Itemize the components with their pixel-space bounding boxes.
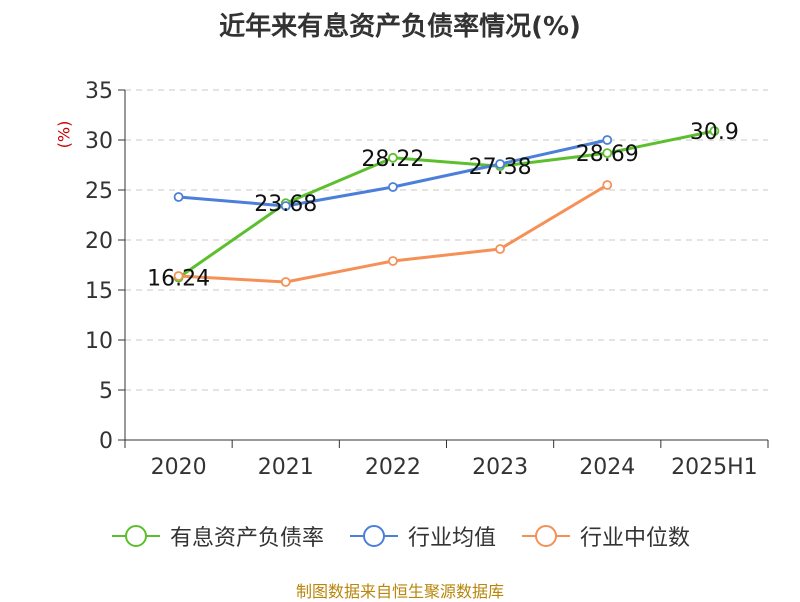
legend-line-icon bbox=[111, 525, 160, 547]
legend-label: 行业均值 bbox=[407, 526, 496, 551]
data-point bbox=[709, 126, 720, 136]
data-point bbox=[280, 277, 291, 287]
data-point bbox=[388, 256, 398, 266]
legend-label: 行业中位数 bbox=[580, 526, 691, 551]
data-label: 28.69 bbox=[576, 142, 639, 167]
data-label: 30.9 bbox=[690, 120, 739, 145]
data-points bbox=[173, 126, 720, 287]
y-tick-label: 5 bbox=[99, 379, 113, 404]
axes: 0 5 10 15 20 25 30 35 2020 2021 2022 2023 2024 2025H1 bbox=[85, 79, 769, 480]
y-tick-label: 35 bbox=[85, 79, 113, 104]
data-label: 16.24 bbox=[147, 267, 210, 292]
data-label: 27.38 bbox=[469, 155, 532, 180]
legend: 有息资产负债率 行业均值 行业中位数 bbox=[0, 520, 800, 552]
y-tick-label: 25 bbox=[85, 179, 113, 204]
data-point bbox=[602, 148, 613, 159]
data-point bbox=[602, 180, 613, 190]
data-point bbox=[388, 182, 398, 192]
legend-item-industry-median[interactable]: 行业中位数 bbox=[520, 520, 690, 552]
data-point bbox=[495, 244, 505, 254]
data-point bbox=[173, 271, 184, 281]
y-tick-label: 10 bbox=[85, 329, 113, 354]
data-point bbox=[495, 159, 505, 169]
series-line bbox=[177, 129, 715, 279]
x-tick-label: 2024 bbox=[579, 455, 635, 480]
chart-title: 近年来有息资产负债率情况(%) bbox=[219, 12, 581, 42]
y-tick-label: 30 bbox=[85, 129, 113, 154]
legend-label: 有息资产负债率 bbox=[169, 526, 324, 551]
data-labels: 16.24 23.68 28.22 27.38 28.69 30.9 bbox=[147, 120, 739, 292]
data-source-note: 制图数据来自恒生聚源数据库 bbox=[295, 582, 504, 601]
data-point bbox=[602, 135, 613, 145]
legend-line-icon bbox=[349, 525, 398, 547]
x-tick-label: 2023 bbox=[472, 455, 528, 480]
data-point bbox=[173, 192, 184, 202]
data-label: 28.22 bbox=[361, 147, 424, 172]
x-tick-label: 2022 bbox=[365, 455, 421, 480]
legend-item-interest-debt-ratio[interactable]: 有息资产负债率 bbox=[110, 520, 324, 552]
data-label: 23.68 bbox=[254, 192, 317, 217]
legend-item-industry-mean[interactable]: 行业均值 bbox=[348, 520, 496, 552]
grid-lines bbox=[125, 89, 768, 391]
x-tick-label: 2021 bbox=[258, 455, 314, 480]
y-tick-label: 20 bbox=[85, 229, 113, 254]
y-tick-label: 15 bbox=[85, 279, 113, 304]
x-tick-label: 2020 bbox=[151, 455, 207, 480]
x-tick-label: 2025H1 bbox=[671, 455, 758, 480]
data-point bbox=[388, 152, 398, 163]
y-tick-label: 0 bbox=[99, 429, 113, 454]
data-point bbox=[280, 201, 291, 211]
legend-line-icon bbox=[522, 525, 570, 547]
